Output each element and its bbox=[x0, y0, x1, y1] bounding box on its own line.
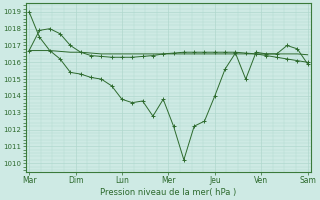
X-axis label: Pression niveau de la mer( hPa ): Pression niveau de la mer( hPa ) bbox=[100, 188, 236, 197]
